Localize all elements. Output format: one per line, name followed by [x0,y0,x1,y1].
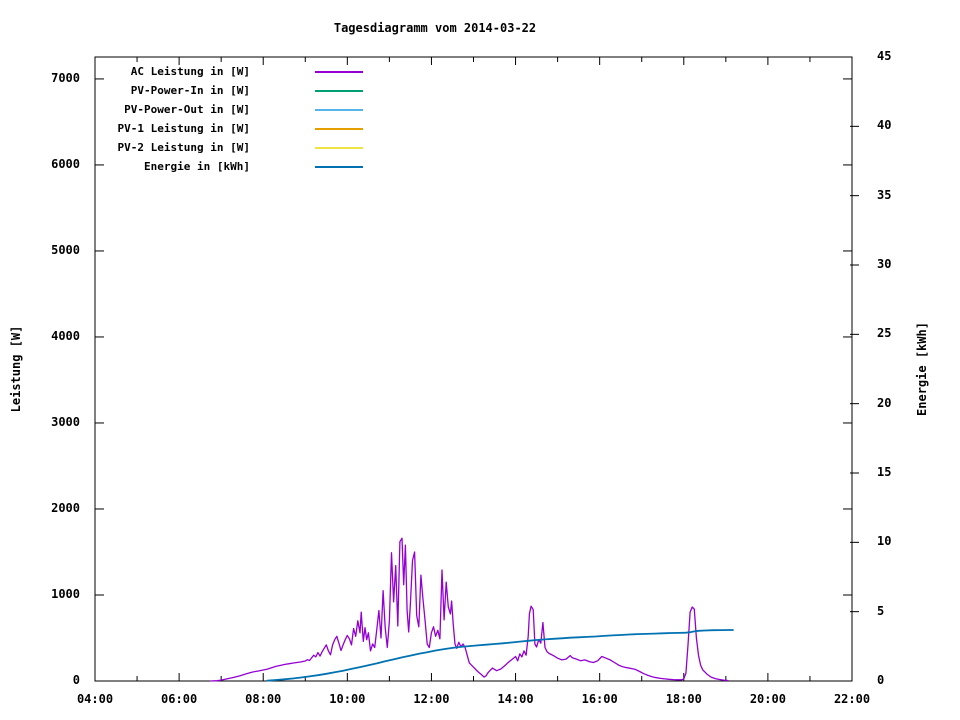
legend-label: PV-Power-Out in [W] [124,103,250,116]
y1-tick-label: 5000 [51,242,80,257]
x-tick-label: 10:00 [329,692,366,706]
x-tick-label: 12:00 [413,692,450,706]
x-tick-label: 18:00 [665,692,702,706]
y2-tick-label: 5 [877,603,885,618]
y1-tick-label: 2000 [51,500,80,515]
legend-color-sample [315,109,363,111]
y1-axis-title: Leistung [W] [9,325,23,413]
series-line [266,629,734,682]
legend-label: Energie in [kWh] [144,160,250,173]
y2-tick-label: 40 [877,118,892,133]
chart-title: Tagesdiagramm vom 2014-03-22 [333,21,537,35]
y1-tick-label: 4000 [51,328,80,343]
legend-color-sample [315,147,363,149]
y2-tick-label: 25 [877,326,892,341]
y1-tick-label: 6000 [51,156,80,171]
legend-label: AC Leistung in [W] [130,65,250,78]
y1-tick-label: 1000 [51,586,80,601]
y2-tick-label: 30 [877,257,892,271]
legend-label: PV-2 Leistung in [W] [117,141,250,154]
y2-tick-label: 0 [877,673,885,687]
y1-tick-label: 3000 [51,414,80,429]
x-tick-label: 04:00 [76,692,114,706]
series-line [210,537,729,682]
y2-tick-label: 15 [877,465,892,479]
legend-color-sample [315,90,363,92]
x-tick-label: 14:00 [497,692,534,706]
y1-tick-label: 0 [72,673,80,687]
x-tick-label: 20:00 [749,692,786,706]
x-tick-label: 16:00 [581,692,618,706]
legend-color-sample [315,128,363,130]
x-tick-label: 06:00 [161,692,198,706]
x-tick-label: 22:00 [833,692,871,706]
legend-color-sample [315,166,363,168]
y1-tick-label: 7000 [51,70,80,85]
y2-axis-title: Energie [kWh] [915,322,929,416]
y2-tick-label: 45 [877,49,892,63]
y2-tick-label: 10 [877,534,892,549]
x-tick-label: 08:00 [245,692,282,706]
y2-tick-label: 20 [877,395,892,410]
legend-label: PV-Power-In in [W] [130,84,250,97]
y2-tick-label: 35 [877,187,892,202]
legend-label: PV-1 Leistung in [W] [117,122,250,135]
legend-color-sample [315,71,363,73]
